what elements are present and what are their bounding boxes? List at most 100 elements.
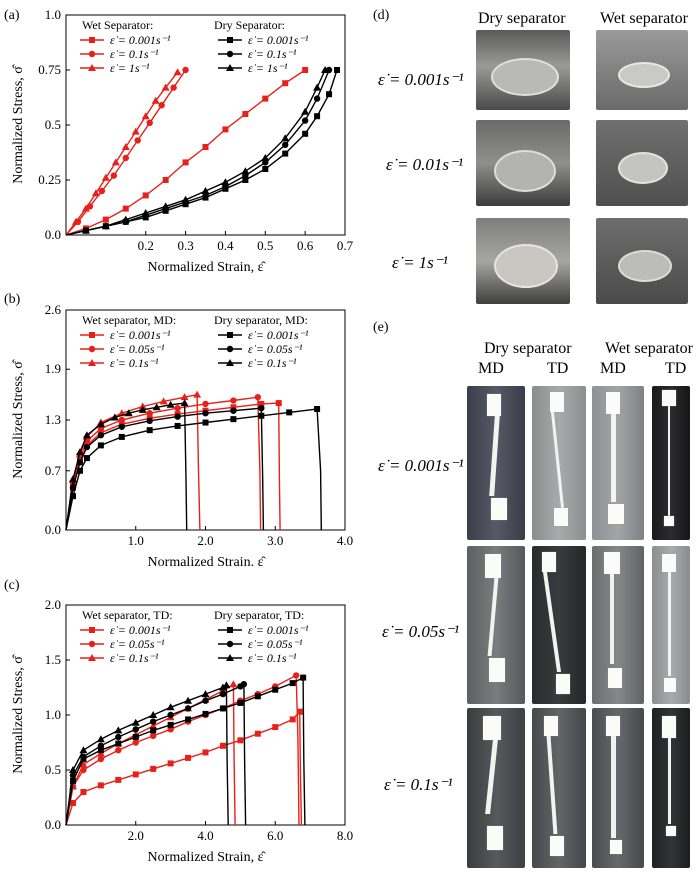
chart-b-series-line-0 (65, 402, 281, 531)
chart-b-series-4-point (118, 423, 126, 430)
chart-b-series-3-point (174, 422, 181, 429)
chart-a-xtick-label: 0.3 (177, 238, 193, 253)
chart-a-series-3-point (262, 166, 269, 172)
chart-b-legend-label-0: ε̇ = 0.001s⁻¹ (110, 328, 171, 342)
chart-c-series-5-point (114, 726, 123, 734)
d-rate-label-2: ε̇ = 0.01s⁻¹ (386, 155, 464, 174)
chart-c-series-5-point (218, 683, 227, 691)
chart-b-series-2-point (180, 393, 189, 401)
e-group-label-dry: Dry separator (484, 340, 572, 357)
chart-c-series-3-point (69, 778, 76, 784)
chart-b-series-3-point (202, 419, 209, 426)
chart-b-series-1-point (146, 410, 153, 417)
chart-a-series-1-point (170, 84, 177, 91)
e-dir-label-dry-td: TD (547, 360, 569, 377)
chart-b-series-5-point (75, 448, 84, 456)
chart-c-series-3-point (150, 727, 157, 734)
chart-a-series-5-point (313, 83, 322, 91)
chart-b-ytick-label: 0.7 (45, 463, 62, 478)
chart-b-series-4-point (258, 404, 265, 412)
chart-b-ytick-label: 1.3 (45, 412, 61, 427)
chart-b-legend-label-3: ε̇ = 0.001s⁻¹ (248, 328, 309, 342)
chart-a-series-5-point (101, 222, 110, 230)
chart-c-legend-marker-0 (89, 627, 95, 633)
photo-dry-disc-3 (476, 218, 570, 304)
photo-wet-disc-2 (596, 120, 688, 206)
chart-b-series-3-point (76, 467, 83, 474)
chart-c-series-4-point (115, 733, 122, 741)
chart-b-series-4-point (83, 443, 91, 451)
chart-c-series-0-point (219, 742, 226, 749)
chart-c: 2.0 4.0 6.0 8.0 0.0 0.5 1.0 1.5 2.0 Normalized St… (11, 597, 353, 865)
chart-c-xlabel: Normalized Strain, ε̂ (148, 850, 267, 865)
chart-c-series-4-point (132, 726, 139, 733)
chart-a-legend-title-dry: Dry Separator: (214, 18, 285, 32)
photo-wet-disc-1 (596, 30, 688, 110)
chart-a-legend-label-5: ε̇ = 1s⁻¹ (248, 61, 288, 75)
chart-a-series-1-point (134, 137, 141, 144)
chart-a-legend-label-1: ε̇ = 0.1s⁻¹ (110, 47, 159, 61)
chart-b-series-4-point (174, 413, 181, 420)
chart-c-legend-marker-4 (226, 640, 234, 648)
e-rate-label-2: ε̇ = 0.05s⁻¹ (382, 622, 460, 641)
chart-b-ytick-label: 2.6 (45, 302, 62, 317)
chart-c-series-0-point (132, 771, 139, 778)
chart-c-series-3-point (254, 693, 261, 700)
chart-b-series-0-point (258, 400, 265, 407)
chart-a-series-2-point (173, 68, 182, 76)
chart-c-series-0-point (289, 716, 296, 723)
chart-a-series-3-point (242, 177, 249, 183)
chart-c-series-4-point (149, 718, 157, 725)
chart-b-series-4-point (69, 484, 77, 491)
chart-c-series-0-point (237, 737, 244, 744)
chart-a-series-line-0 (65, 69, 306, 236)
chart-a-series-5-point (261, 154, 270, 161)
chart-a-series-1-point (182, 66, 189, 74)
chart-c-series-3-point (115, 740, 122, 747)
e-rate-label-1: ε̇ = 0.001s⁻¹ (378, 456, 464, 475)
chart-b-series-5-point (152, 403, 161, 411)
chart-a-legend-label-2: ε̇ = 1s⁻¹ (110, 61, 150, 75)
chart-b-legend-marker-4 (226, 345, 234, 353)
chart-a-series-2-point (131, 127, 140, 135)
chart-c-series-1-point (149, 732, 157, 740)
chart-c-series-4-point (80, 753, 87, 760)
chart-c-series-4-point (219, 690, 227, 698)
chart-c-series-3-point (132, 734, 139, 740)
chart-c-legend-label-2: ε̇ = 0.1s⁻¹ (110, 651, 159, 665)
chart-b-series-5-point (82, 431, 91, 439)
chart-c-legend-label-1: ε̇ = 0.05s⁻¹ (110, 637, 165, 651)
chart-b-legend-label-4: ε̇ = 0.05s⁻¹ (248, 342, 303, 356)
panel-label-e: (e) (373, 320, 389, 335)
chart-b-series-4-point (230, 407, 237, 414)
chart-c-series-4-point (167, 711, 174, 719)
chart-b-series-1-point (254, 393, 262, 401)
chart-a-series-0-point (122, 205, 129, 212)
chart-a-series-3-point (314, 113, 321, 120)
chart-a-series-1-point (122, 154, 129, 162)
chart-c-series-1-point (132, 739, 139, 746)
chart-a-series-5-point (321, 66, 330, 73)
chart-b-xtick-label: 3.0 (267, 533, 283, 548)
chart-a-series-2-point (81, 204, 90, 212)
chart-c-legend-label-5: ε̇ = 0.1s⁻¹ (248, 651, 297, 665)
chart-a-xtick-label: 0.2 (138, 238, 154, 253)
chart-c-series-0-point (296, 708, 303, 715)
chart-a-xtick-label: 0.4 (217, 238, 234, 253)
chart-b-ytick-label: 1.9 (45, 361, 61, 376)
photo-strip-wet-md-3 (592, 708, 644, 868)
chart-c-series-0-point (69, 800, 76, 806)
chart-c-legend-marker-2 (88, 654, 96, 661)
chart-c-series-5-point (222, 681, 231, 689)
chart-b-legend-marker-1 (88, 345, 96, 353)
chart-a-series-1-point (146, 119, 153, 127)
chart-c-series-0-point (80, 789, 87, 795)
chart-b-xtick-label: 1.0 (128, 533, 144, 548)
chart-a-xtick-label: 0.5 (257, 238, 273, 253)
chart-c-series-3-point (289, 680, 296, 687)
chart-a-series-1-point (110, 172, 118, 179)
photo-strip-wet-td-2 (652, 546, 690, 704)
chart-b-series-3-point (146, 427, 153, 434)
chart-a-series-0-point (222, 126, 229, 133)
